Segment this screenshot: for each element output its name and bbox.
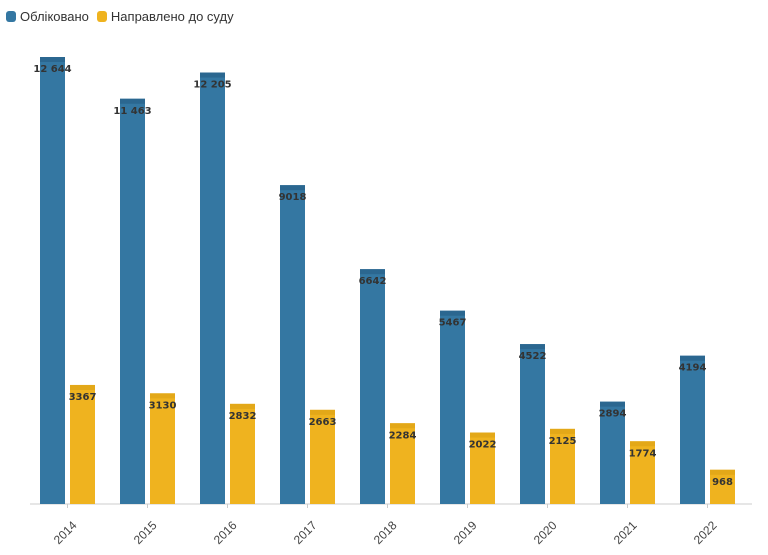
- bar-cap-sent-to-court-2016: [230, 403, 255, 409]
- bar-cap-sent-to-court-2017: [310, 409, 335, 415]
- bar-sent-to-court-2016[interactable]: [230, 403, 255, 504]
- legend-item-sent-to-court[interactable]: Направлено до суду: [96, 9, 234, 24]
- bar-sent-to-court-2022[interactable]: [710, 469, 735, 504]
- value-label-sent-to-court-2016: 2832: [229, 411, 257, 422]
- value-label-recorded-2017: 9018: [279, 192, 307, 203]
- bar-recorded-2017[interactable]: [280, 185, 305, 504]
- bar-cap-sent-to-court-2015: [150, 393, 175, 399]
- bar-cap-sent-to-court-2018: [390, 423, 415, 429]
- bar-cap-recorded-2018: [360, 269, 385, 275]
- value-label-recorded-2016: 12 205: [193, 80, 231, 91]
- bar-recorded-2016[interactable]: [200, 72, 225, 505]
- x-tick-label-2020: 2020: [531, 518, 560, 547]
- value-label-sent-to-court-2020: 2125: [549, 436, 577, 447]
- value-label-recorded-2020: 4522: [519, 351, 547, 362]
- x-tick-label-2021: 2021: [611, 518, 640, 547]
- value-labels-group: 12 644 3367 11 463 3130 12 205 2832 9018 2663 66…: [33, 64, 733, 488]
- value-label-sent-to-court-2019: 2022: [469, 440, 497, 451]
- bar-sent-to-court-2017[interactable]: [310, 409, 335, 504]
- bar-cap-recorded-2022: [680, 355, 705, 361]
- bar-recorded-2020[interactable]: [520, 344, 545, 504]
- bar-recorded-2022[interactable]: [680, 355, 705, 504]
- value-label-sent-to-court-2015: 3130: [149, 400, 177, 411]
- bar-sent-to-court-2020[interactable]: [550, 428, 575, 504]
- value-label-recorded-2014: 12 644: [33, 64, 71, 75]
- value-label-sent-to-court-2014: 3367: [69, 392, 97, 403]
- bar-cap-recorded-2015: [120, 98, 145, 104]
- value-label-sent-to-court-2017: 2663: [309, 417, 337, 428]
- bar-sent-to-court-2014[interactable]: [70, 384, 95, 504]
- bar-recorded-2014[interactable]: [40, 57, 65, 504]
- bar-cap-recorded-2017: [280, 185, 305, 191]
- x-ticks-group: 2014 2015 2016 2017 2018 2019 2020 2021 2022: [51, 504, 720, 547]
- bar-cap-sent-to-court-2020: [550, 428, 575, 434]
- bar-recorded-2019[interactable]: [440, 310, 465, 504]
- legend-label-sent-to-court: Направлено до суду: [110, 9, 234, 24]
- value-label-recorded-2019: 5467: [439, 318, 467, 329]
- bar-cap-sent-to-court-2019: [470, 432, 495, 438]
- bar-cap-recorded-2019: [440, 310, 465, 316]
- value-label-sent-to-court-2018: 2284: [389, 430, 417, 441]
- bar-sent-to-court-2019[interactable]: [470, 432, 495, 504]
- value-label-recorded-2015: 11 463: [113, 106, 151, 117]
- x-tick-label-2022: 2022: [691, 518, 720, 547]
- bar-cap-sent-to-court-2014: [70, 384, 95, 390]
- legend-label-recorded: Обліковано: [20, 9, 89, 24]
- legend-item-recorded[interactable]: Обліковано: [6, 9, 89, 24]
- value-label-sent-to-court-2022: 968: [712, 477, 733, 488]
- x-tick-label-2015: 2015: [131, 518, 160, 547]
- bar-cap-recorded-2014: [40, 57, 65, 62]
- bar-cap-sent-to-court-2022: [710, 469, 735, 475]
- x-tick-label-2014: 2014: [51, 518, 80, 547]
- value-label-recorded-2018: 6642: [359, 276, 387, 287]
- value-label-sent-to-court-2021: 1774: [629, 448, 657, 459]
- legend-swatch-sent-to-court: [96, 11, 107, 22]
- bar-recorded-2018[interactable]: [360, 269, 385, 504]
- bar-cap-sent-to-court-2021: [630, 441, 655, 447]
- bar-sent-to-court-2018[interactable]: [390, 423, 415, 504]
- bar-cap-recorded-2021: [600, 401, 625, 407]
- bar-cap-recorded-2020: [520, 344, 545, 350]
- x-tick-label-2018: 2018: [371, 518, 400, 547]
- value-label-recorded-2021: 2894: [599, 409, 627, 420]
- value-label-recorded-2022: 4194: [679, 363, 707, 374]
- bar-recorded-2021[interactable]: [600, 401, 625, 504]
- bar-sent-to-court-2021[interactable]: [630, 441, 655, 504]
- chart-legend: Обліковано Направлено до суду: [6, 9, 242, 24]
- x-tick-label-2019: 2019: [451, 518, 480, 547]
- bars-group: [40, 57, 735, 505]
- x-tick-label-2016: 2016: [211, 518, 240, 547]
- bar-sent-to-court-2015[interactable]: [150, 393, 175, 504]
- bar-recorded-2015[interactable]: [120, 98, 145, 504]
- legend-swatch-recorded: [6, 11, 16, 22]
- x-tick-label-2017: 2017: [291, 518, 320, 547]
- bar-cap-recorded-2016: [200, 72, 225, 78]
